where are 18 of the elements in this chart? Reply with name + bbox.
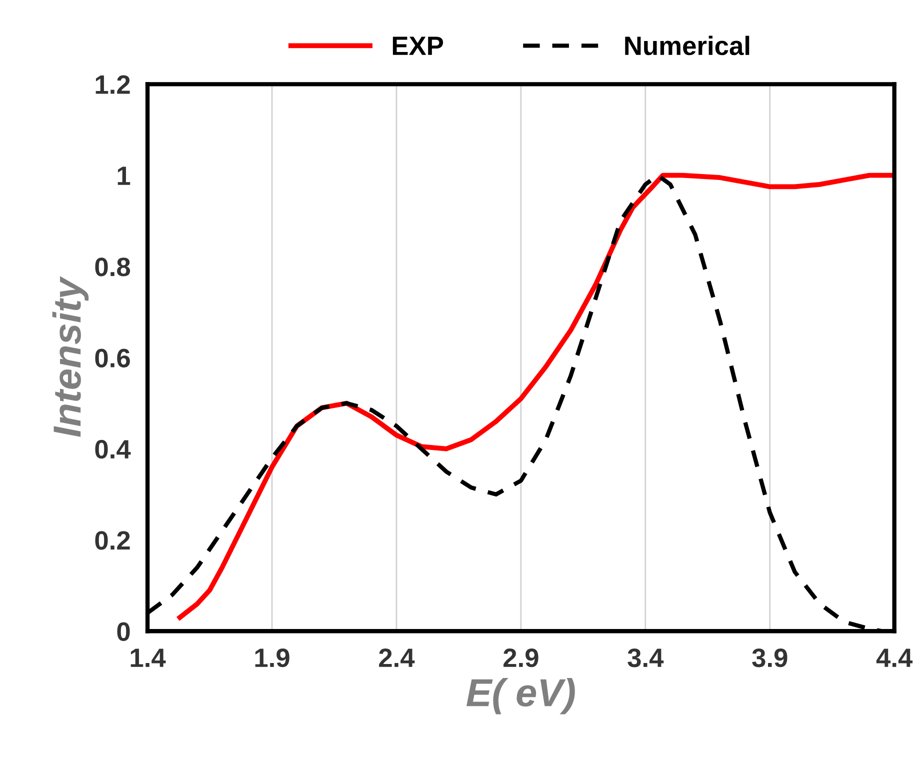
y-tick-label: 0.4 [95, 440, 131, 459]
x-tick-label: 2.4 [379, 648, 415, 667]
y-axis-title: Intensity [52, 276, 89, 437]
y-tick-label: 0 [117, 622, 130, 641]
x-tick-label: 1.4 [130, 648, 166, 667]
y-tick-label: 0.2 [95, 531, 130, 550]
x-tick-label: 4.4 [876, 648, 913, 667]
y-tick-label: 0.6 [95, 348, 130, 368]
x-axis-title: E( eV) [466, 678, 575, 714]
y-tick-label: 1 [118, 166, 130, 185]
x-tick-label: 3.4 [628, 648, 664, 668]
x-tick-label: 1.9 [255, 648, 290, 668]
x-tick-label: 3.9 [752, 648, 788, 668]
legend-label: Numerical [625, 36, 750, 56]
x-tick-label: 2.9 [504, 648, 538, 668]
legend-label: EXP [392, 36, 444, 55]
y-tick-label: 0.8 [95, 258, 130, 276]
y-tick-label: 1.2 [96, 75, 130, 94]
